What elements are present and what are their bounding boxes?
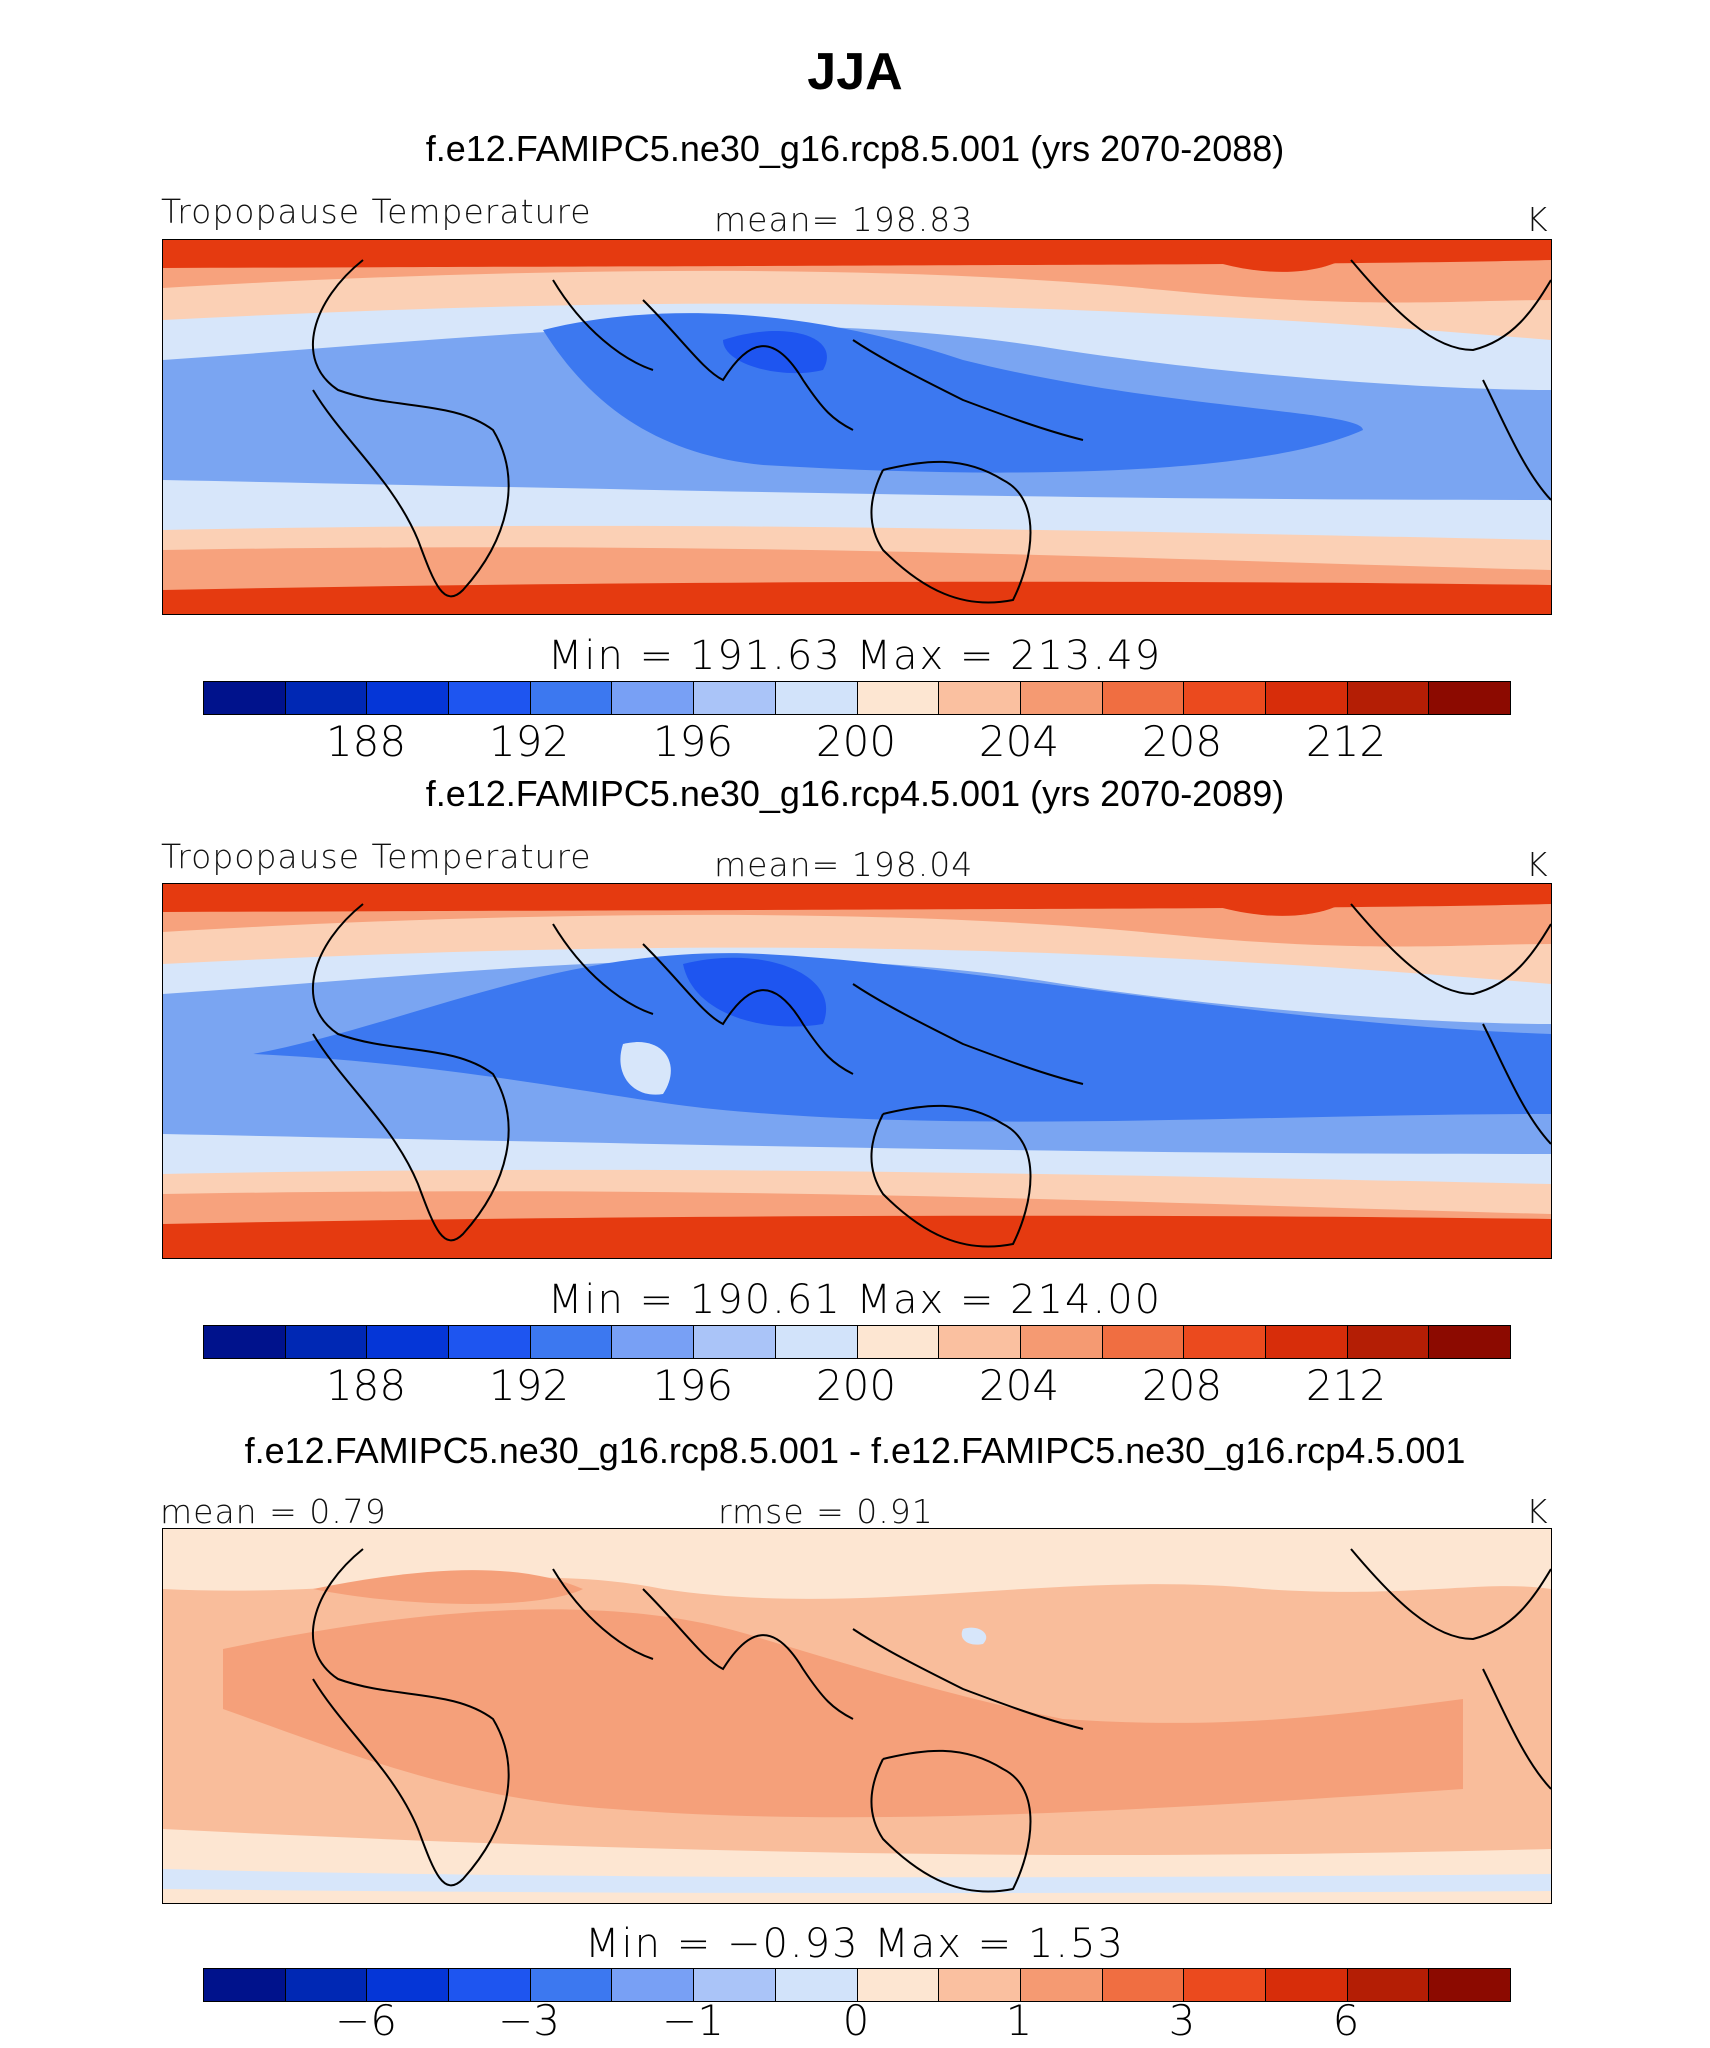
panel3-minmax: Min = −0.93 Max = 1.53 [585,1921,1125,1967]
panel2-colorbar-ticks: 188 192 196 200 204 208 212 [0,1361,1710,1411]
panel2-units-label: K [1526,845,1549,884]
panel2-colorbar [203,1325,1511,1359]
panel1-map [162,239,1552,615]
figure-title: JJA [807,43,903,101]
tick-label: 6 [1332,1996,1360,2045]
panel2-variable-label: Tropopause Temperature [161,837,592,876]
panel2-minmax: Min = 190.61 Max = 214.00 [547,1277,1163,1323]
colorbar-box [1265,682,1348,714]
tick-label: 188 [325,717,407,766]
colorbar-box [939,1326,1021,1358]
colorbar-box [775,1326,858,1358]
tick-label: −6 [335,1996,397,2045]
colorbar-box [1347,1326,1430,1358]
colorbar-box [1102,682,1185,714]
colorbar-box [939,1969,1021,2001]
colorbar-box [1429,682,1510,714]
colorbar-box [1102,1326,1185,1358]
tick-label: 212 [1305,1361,1387,1410]
tick-label: 196 [652,1361,734,1410]
colorbar-box [1429,1969,1510,2001]
panel3-case-title: f.e12.FAMIPC5.ne30_g16.rcp8.5.001 - f.e1… [244,1430,1466,1471]
colorbar-box [1020,1969,1103,2001]
colorbar-box [1265,1969,1348,2001]
colorbar-box [1184,1326,1266,1358]
colorbar-box [1347,1969,1430,2001]
colorbar-box [1184,682,1266,714]
panel1-colorbar-ticks: 188 192 196 200 204 208 212 [0,717,1710,767]
tick-label: 204 [978,717,1060,766]
colorbar-box [204,1969,286,2001]
colorbar-box [1020,682,1103,714]
tick-label: 208 [1141,717,1223,766]
colorbar-box [204,682,286,714]
panel3-colorbar-ticks: −6 −3 −1 0 1 3 6 [0,1996,1710,2046]
panel1-case-title: f.e12.FAMIPC5.ne30_g16.rcp8.5.001 (yrs 2… [425,128,1285,169]
colorbar-box [857,1969,940,2001]
colorbar-box [612,1969,695,2001]
tick-label: 188 [325,1361,407,1410]
panel3-rmse-label: rmse = 0.91 [718,1492,934,1531]
tick-label: 200 [815,717,897,766]
colorbar-box [1347,682,1430,714]
panel2-map [162,883,1552,1259]
colorbar-box [1102,1969,1185,2001]
panel3-colorbar [203,1968,1511,2002]
colorbar-box [285,682,368,714]
panel1-variable-label: Tropopause Temperature [161,192,592,231]
tick-label: 192 [488,717,570,766]
colorbar-box [449,682,531,714]
tick-label: −1 [662,1996,724,2045]
tick-label: 196 [652,717,734,766]
colorbar-box [530,1326,613,1358]
tick-label: 0 [842,1996,870,2045]
colorbar-box [857,682,940,714]
colorbar-box [367,1969,450,2001]
colorbar-box [857,1326,940,1358]
colorbar-box [775,682,858,714]
panel2-mean-label: mean= 198.04 [714,845,974,884]
tick-label: 192 [488,1361,570,1410]
colorbar-box [530,1969,613,2001]
colorbar-box [1184,1969,1266,2001]
panel1-mean-label: mean= 198.83 [714,200,974,239]
colorbar-box [612,682,695,714]
colorbar-box [367,682,450,714]
panel3-mean-label: mean = 0.79 [160,1492,387,1531]
panel2-case-title: f.e12.FAMIPC5.ne30_g16.rcp4.5.001 (yrs 2… [425,773,1285,814]
colorbar-box [1265,1326,1348,1358]
colorbar-box [1429,1326,1510,1358]
colorbar-box [530,682,613,714]
colorbar-box [694,1969,776,2001]
colorbar-box [449,1969,531,2001]
colorbar-box [939,682,1021,714]
panel1-units-label: K [1526,200,1549,239]
colorbar-box [694,682,776,714]
colorbar-box [204,1326,286,1358]
colorbar-box [612,1326,695,1358]
tick-label: 204 [978,1361,1060,1410]
colorbar-box [1020,1326,1103,1358]
panel1-colorbar [203,681,1511,715]
tick-label: 212 [1305,717,1387,766]
tick-label: 208 [1141,1361,1223,1410]
colorbar-box [285,1969,368,2001]
panel1-minmax: Min = 191.63 Max = 213.49 [547,633,1163,679]
panel3-map [162,1528,1552,1904]
tick-label: −3 [498,1996,560,2045]
colorbar-box [449,1326,531,1358]
tick-label: 200 [815,1361,897,1410]
colorbar-box [775,1969,858,2001]
panel3-units-label: K [1526,1492,1549,1531]
colorbar-box [367,1326,450,1358]
tick-label: 3 [1168,1996,1196,2045]
colorbar-box [694,1326,776,1358]
colorbar-box [285,1326,368,1358]
tick-label: 1 [1005,1996,1033,2045]
